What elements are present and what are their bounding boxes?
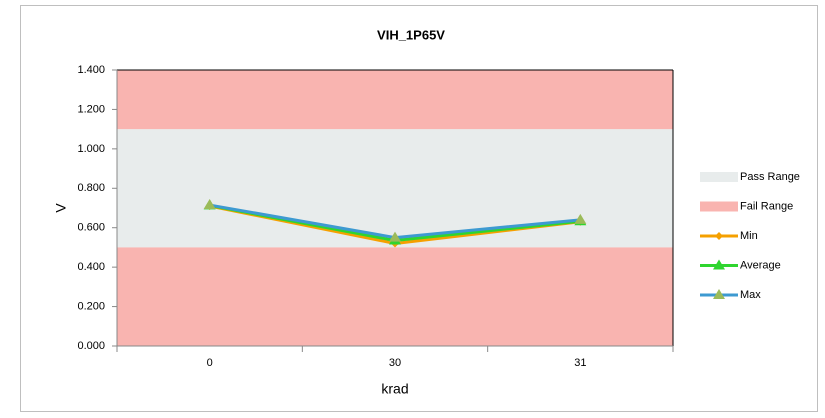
y-tick-label: 1.200 xyxy=(77,103,105,115)
legend-label: Pass Range xyxy=(740,171,800,183)
y-tick-label: 0.600 xyxy=(77,222,105,234)
chart-title: VIH_1P65V xyxy=(377,27,445,42)
y-tick-label: 0.200 xyxy=(77,300,105,312)
series-marker xyxy=(203,199,216,210)
legend-label: Min xyxy=(740,230,758,242)
series-marker xyxy=(574,213,587,224)
legend-label: Average xyxy=(740,259,781,271)
y-tick-label: 0.800 xyxy=(77,182,105,194)
y-axis-label: V xyxy=(53,203,69,213)
y-tick-label: 1.400 xyxy=(77,64,105,76)
range-band xyxy=(117,70,673,130)
x-tick-label: 30 xyxy=(389,357,401,369)
x-tick-label: 31 xyxy=(574,357,586,369)
y-tick-label: 0.000 xyxy=(77,340,105,352)
legend-swatch xyxy=(700,201,738,212)
y-tick-label: 1.000 xyxy=(77,143,105,155)
x-axis-label: krad xyxy=(381,381,408,397)
series-marker xyxy=(389,231,401,242)
legend-swatch xyxy=(700,172,738,182)
legend-marker xyxy=(713,289,725,299)
x-tick-label: 0 xyxy=(207,357,213,369)
legend-label: Fail Range xyxy=(740,200,793,212)
legend-marker xyxy=(715,232,723,240)
legend-label: Max xyxy=(740,289,761,301)
range-band xyxy=(117,129,673,248)
range-band xyxy=(117,247,673,346)
legend-marker xyxy=(713,259,725,270)
y-tick-label: 0.400 xyxy=(77,261,105,273)
